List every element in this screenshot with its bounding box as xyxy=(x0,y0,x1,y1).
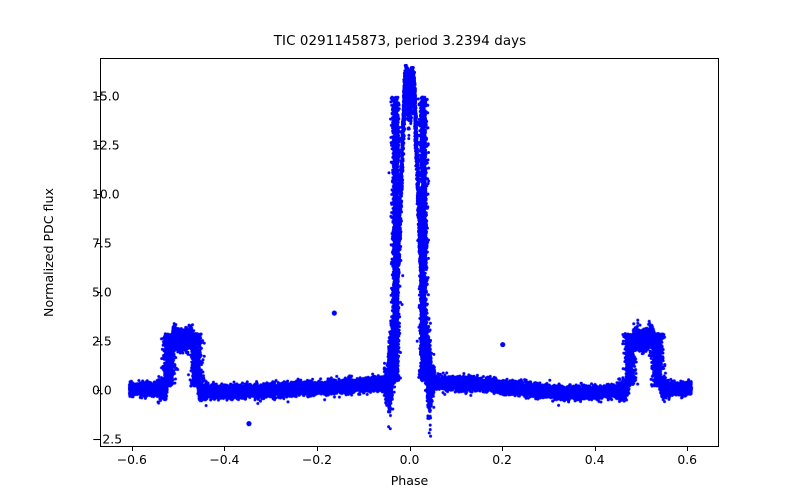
y-tick xyxy=(96,96,100,98)
x-tick-label: 0.6 xyxy=(677,452,698,467)
x-tick xyxy=(224,447,226,451)
y-tick xyxy=(96,389,100,391)
x-tick-label: 0.0 xyxy=(399,452,420,467)
x-tick-label: 0.2 xyxy=(492,452,512,467)
x-tick xyxy=(409,447,411,451)
y-tick xyxy=(96,438,100,440)
y-tick xyxy=(96,145,100,147)
y-tick xyxy=(96,242,100,244)
x-tick xyxy=(131,447,133,451)
x-tick xyxy=(687,447,689,451)
x-tick-label: 0.4 xyxy=(584,452,605,467)
x-tick xyxy=(316,447,318,451)
y-tick xyxy=(96,340,100,342)
x-tick-label: −0.2 xyxy=(301,452,332,467)
scatter-data-layer xyxy=(101,59,718,446)
x-tick xyxy=(594,447,596,451)
x-axis-label: Phase xyxy=(390,473,429,488)
x-tick-label: −0.4 xyxy=(209,452,240,467)
y-tick xyxy=(96,193,100,195)
x-tick xyxy=(502,447,504,451)
x-tick-label: −0.6 xyxy=(116,452,147,467)
plot-axes-frame xyxy=(100,58,719,447)
page-title: TIC 0291145873, period 3.2394 days xyxy=(273,34,527,49)
y-axis-label: Normalized PDC flux xyxy=(41,188,56,317)
y-tick xyxy=(96,291,100,293)
